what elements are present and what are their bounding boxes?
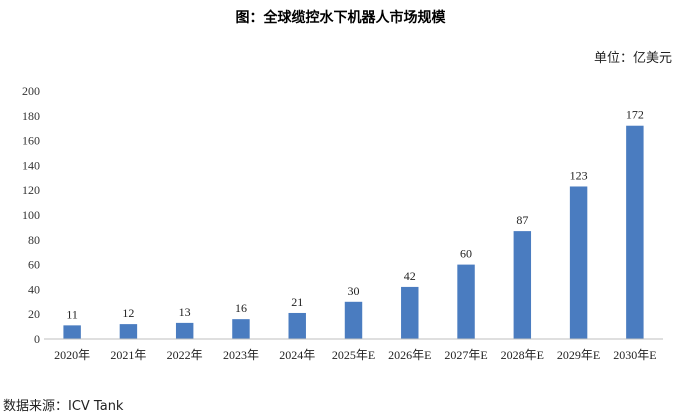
unit-label: 单位：亿美元 (593, 51, 672, 66)
y-tick-label: 160 (22, 134, 40, 148)
bar (401, 286, 419, 339)
data-label: 87 (516, 213, 528, 227)
bar (119, 324, 138, 339)
x-tick-label: 2021年 (110, 348, 146, 362)
y-tick-label: 0 (34, 332, 40, 346)
y-tick-label: 200 (22, 84, 40, 98)
data-label: 123 (570, 168, 588, 182)
data-label: 42 (404, 269, 416, 283)
x-tick-label: 2022年 (167, 348, 203, 362)
x-axis-labels: 2020年 2021年 2022年 2023年 2024年 2025年E 2026年E 202… (54, 348, 656, 362)
x-tick-label: 2026年E (388, 348, 431, 362)
data-label: 16 (235, 301, 247, 315)
y-tick-label: 80 (28, 233, 40, 247)
x-tick-label: 2027年E (444, 348, 487, 362)
bars (63, 125, 644, 339)
y-tick-label: 20 (28, 307, 40, 321)
x-tick-label: 2029年E (557, 348, 600, 362)
y-tick-label: 120 (22, 183, 40, 197)
bar (457, 264, 475, 339)
bar (626, 125, 644, 339)
data-label: 12 (122, 306, 134, 320)
x-tick-label: 2030年E (613, 348, 656, 362)
y-tick-label: 140 (22, 158, 40, 172)
bar (344, 301, 363, 339)
bar (175, 322, 194, 339)
data-label: 21 (291, 295, 303, 309)
chart-title: 图：全球缆控水下机器人市场规模 (235, 10, 446, 26)
data-label: 13 (179, 305, 191, 319)
x-tick-label: 2023年 (223, 348, 259, 362)
y-tick-label: 40 (28, 282, 40, 296)
x-tick-label: 2025年E (332, 348, 375, 362)
bar (513, 231, 532, 339)
bar (232, 319, 250, 339)
data-label: 60 (460, 247, 472, 261)
x-tick-label: 2028年E (501, 348, 544, 362)
y-axis-ticks: 0 20 40 60 80 100 120 140 160 180 200 (22, 84, 40, 346)
data-label: 11 (66, 307, 78, 321)
data-labels: 11 12 13 16 21 30 42 60 87 123 172 (66, 108, 644, 322)
y-tick-label: 180 (22, 109, 40, 123)
data-label: 172 (626, 108, 644, 122)
y-tick-label: 60 (28, 258, 40, 272)
y-tick-label: 100 (22, 208, 40, 222)
x-tick-label: 2024年 (279, 348, 315, 362)
bar (288, 312, 306, 339)
data-label: 30 (348, 284, 360, 298)
bar (569, 186, 588, 339)
bar (63, 325, 81, 339)
source-note: 数据来源：ICV Tank (3, 399, 124, 414)
x-tick-label: 2020年 (54, 348, 90, 362)
